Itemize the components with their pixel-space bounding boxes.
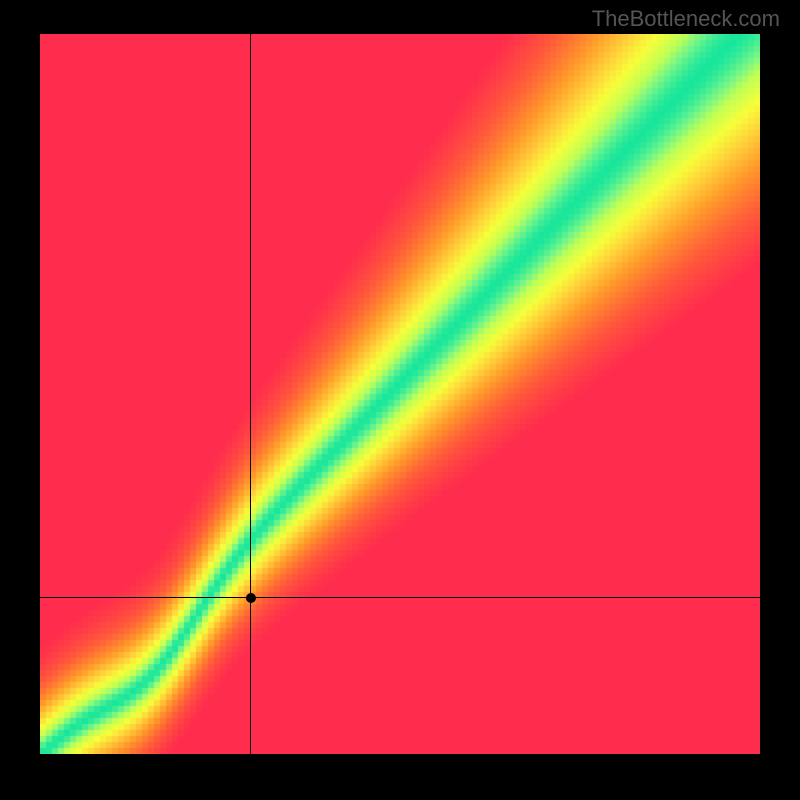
plot-area — [40, 34, 760, 754]
watermark-label: TheBottleneck.com — [592, 6, 780, 32]
chart-root: TheBottleneck.com — [0, 0, 800, 800]
crosshair-horizontal — [40, 597, 760, 598]
marker-point — [246, 593, 256, 603]
heatmap-canvas — [40, 34, 760, 754]
crosshair-vertical — [250, 34, 251, 754]
